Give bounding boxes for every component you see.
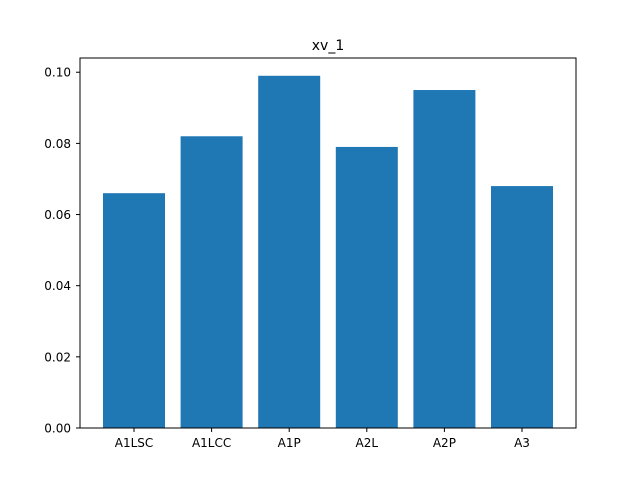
bar-a1lcc <box>180 136 243 428</box>
x-tick-label: A3 <box>514 436 530 450</box>
y-tick-label: 0.10 <box>44 66 71 80</box>
plot-frame <box>79 57 577 429</box>
y-axis: 0.00 0.02 0.04 0.06 0.08 0.10 <box>44 66 80 436</box>
y-tick-label: 0.02 <box>44 350 71 364</box>
x-tick-label: A1LCC <box>192 436 231 450</box>
x-axis: A1LSC A1LCC A1P A2L A2P A3 <box>115 428 530 450</box>
y-tick-label: 0.04 <box>44 279 71 293</box>
y-tick-label: 0.00 <box>44 422 71 436</box>
bar-a1lsc <box>103 193 165 428</box>
bars-group <box>103 75 553 429</box>
chart-title: xv_1 <box>312 38 344 54</box>
x-tick-label: A2L <box>356 436 379 450</box>
x-tick-label: A1LSC <box>115 436 154 450</box>
y-tick-label: 0.06 <box>44 208 71 222</box>
x-tick-label: A2P <box>433 436 456 450</box>
y-tick-label: 0.08 <box>44 137 71 151</box>
bar-a1p <box>258 75 321 428</box>
bar-a2l <box>335 146 398 428</box>
bar-a3 <box>491 186 553 428</box>
x-tick-label: A1P <box>278 436 301 450</box>
bar-a2p <box>413 90 476 429</box>
